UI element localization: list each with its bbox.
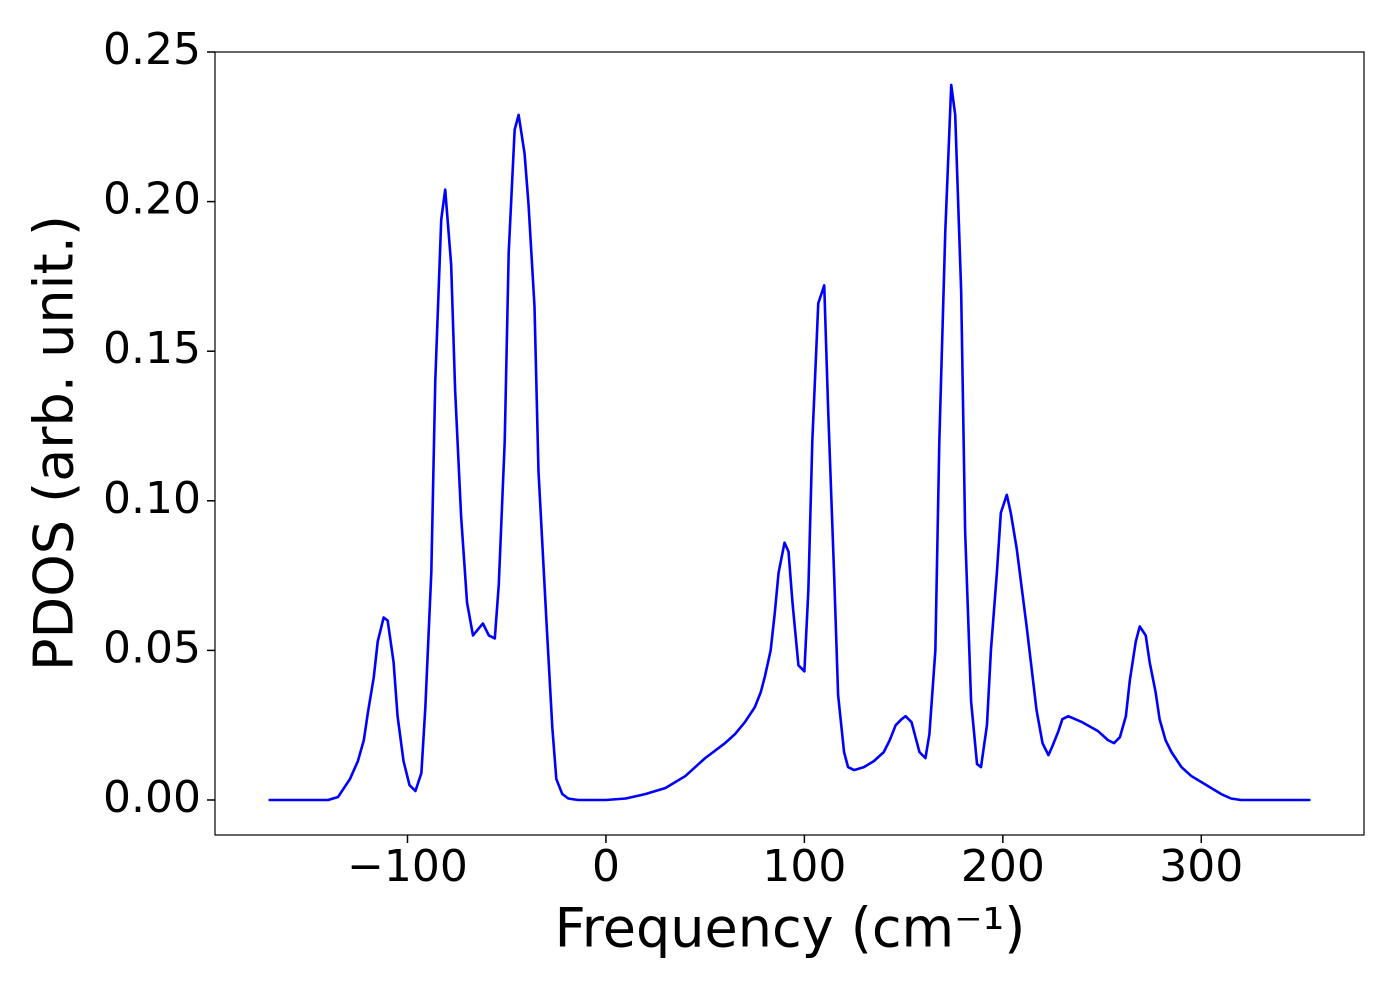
x-axis-label: Frequency (cm⁻¹): [555, 897, 1026, 960]
x-tick-label: −100: [347, 841, 468, 892]
x-tick-label: 100: [762, 841, 846, 892]
y-tick-label: 0.00: [103, 772, 201, 823]
y-tick-label: 0.20: [103, 174, 201, 225]
y-tick-label: 0.10: [103, 473, 201, 524]
x-tick-label: 300: [1159, 841, 1243, 892]
y-tick-label: 0.15: [103, 323, 201, 374]
y-tick-label: 0.25: [103, 24, 201, 75]
x-tick-label: 0: [592, 841, 620, 892]
data-line: [268, 83, 1311, 802]
y-axis-label: PDOS (arb. unit.): [23, 215, 86, 671]
y-tick-label: 0.05: [103, 622, 201, 673]
x-tick-label: 200: [961, 841, 1045, 892]
plot-frame: [214, 51, 1365, 836]
